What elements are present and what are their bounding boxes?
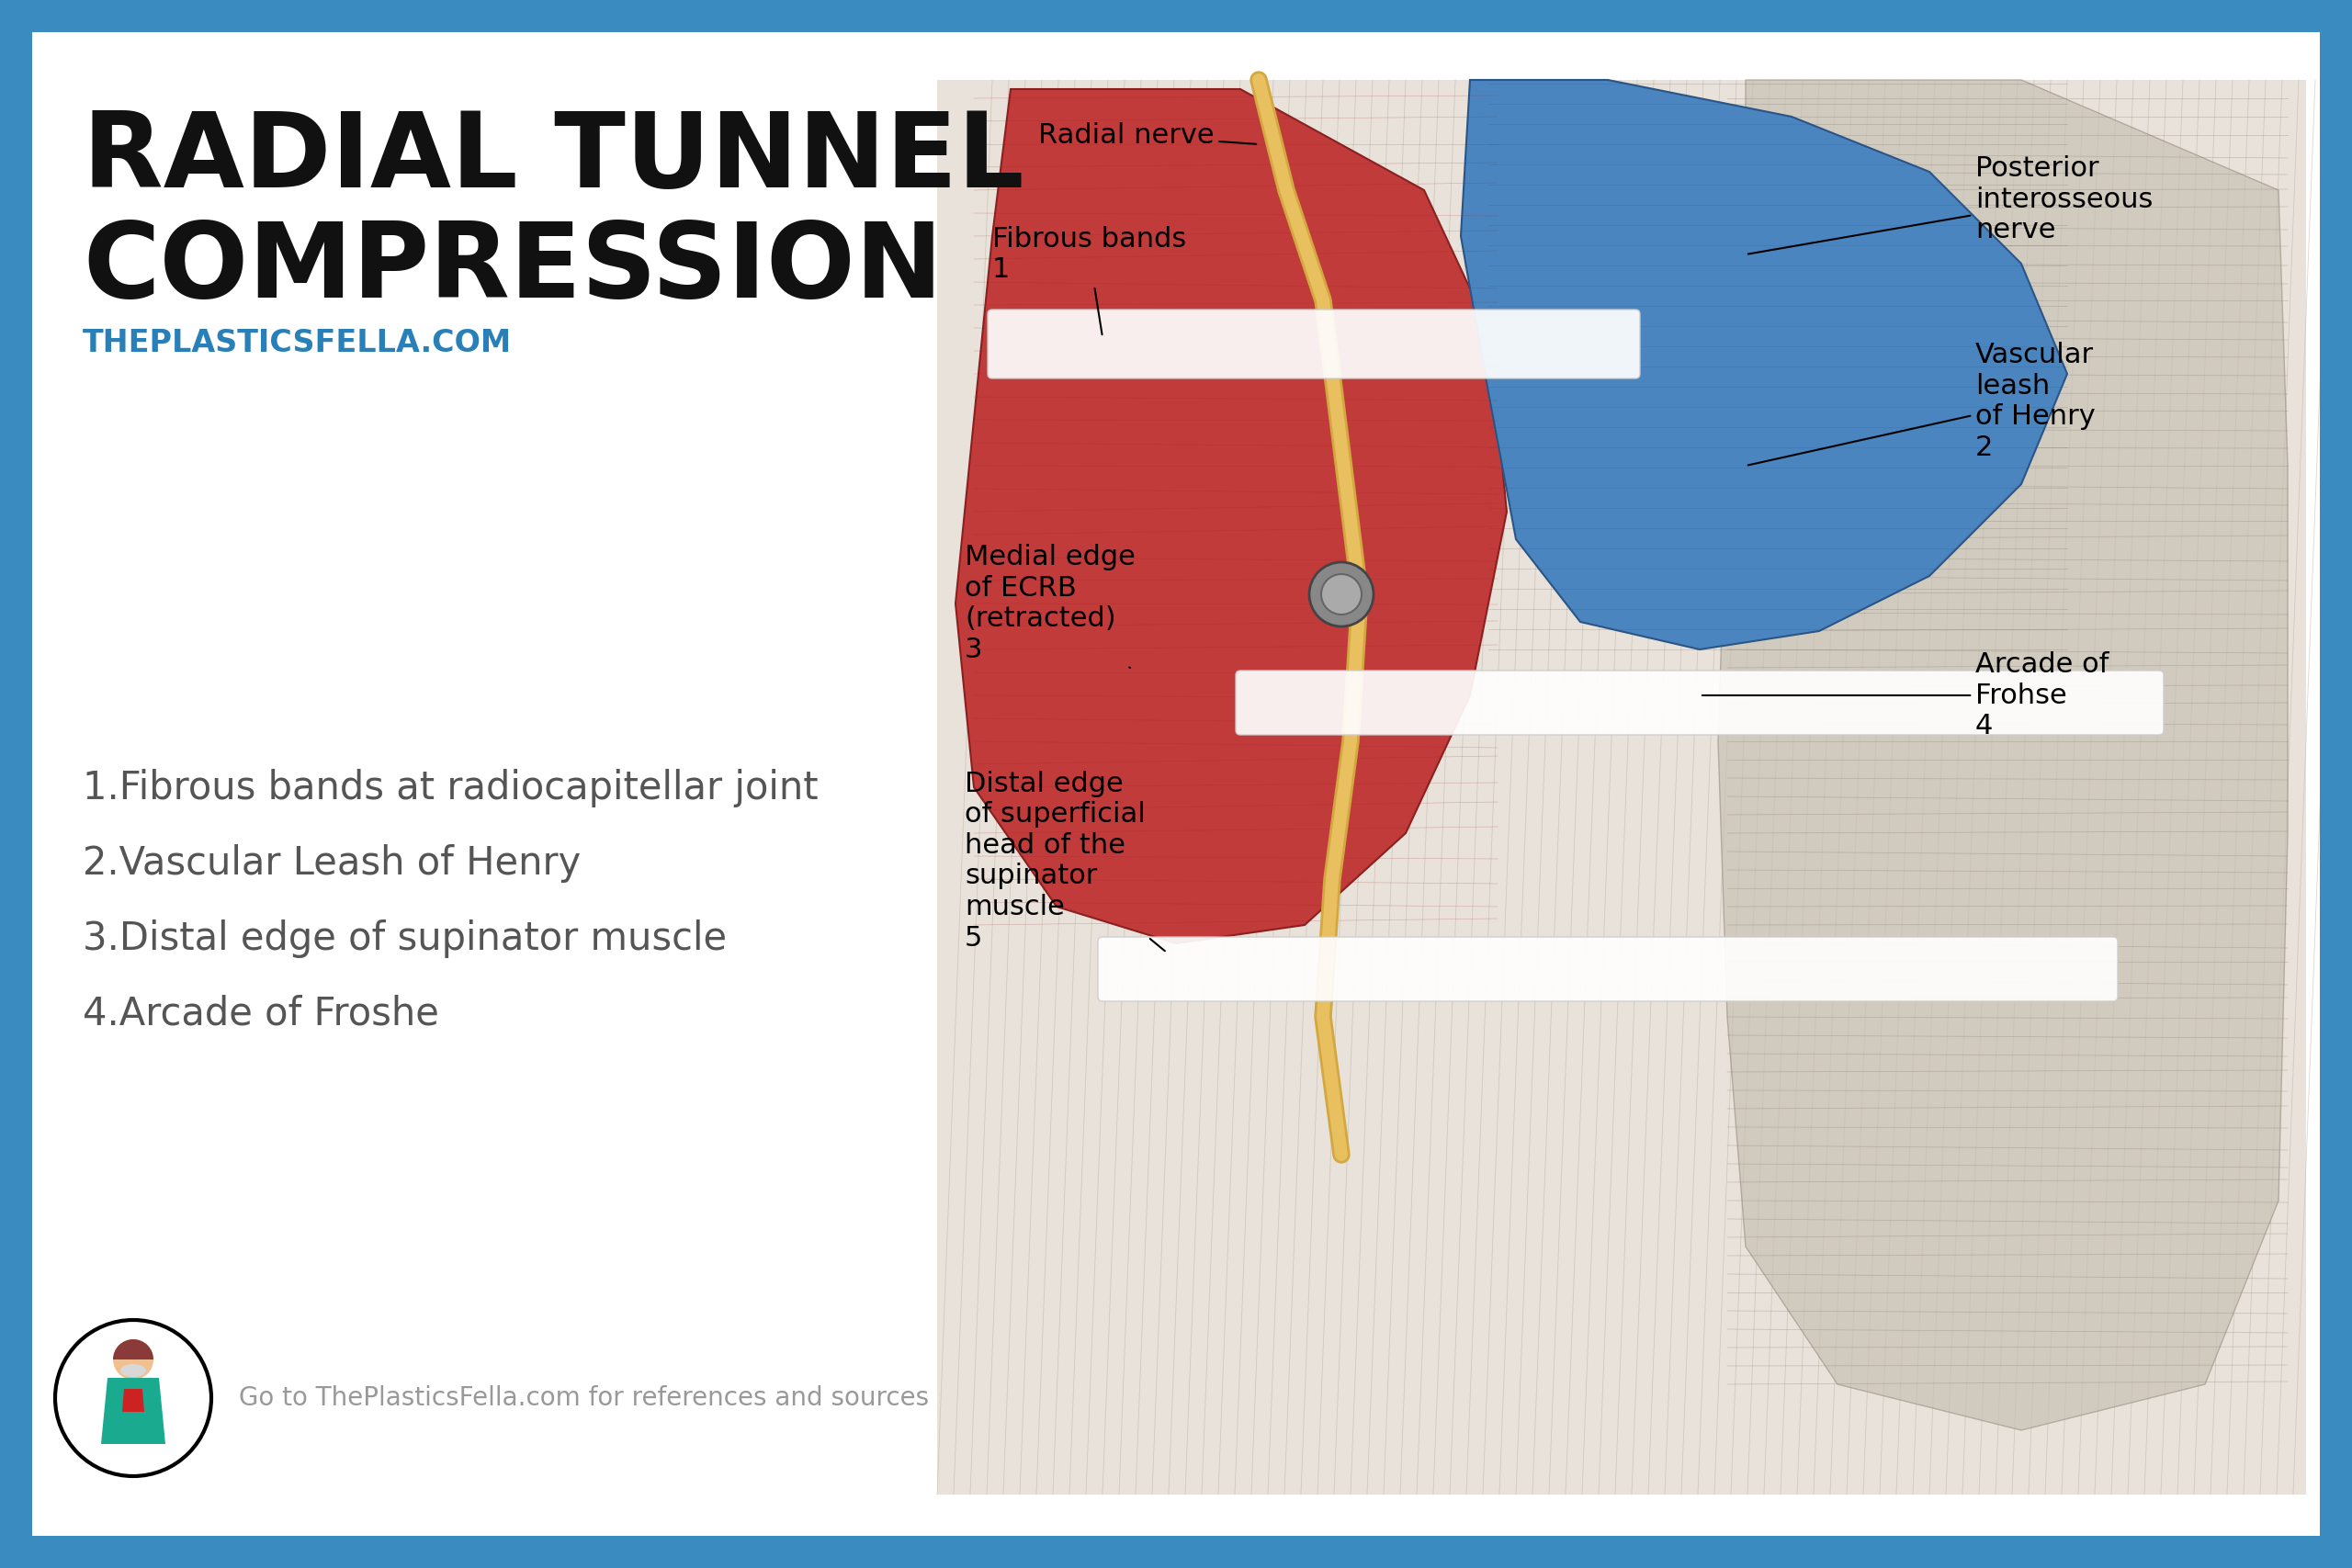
Bar [2319,0,2352,1568]
Bar [0,0,2352,33]
Polygon shape [122,1389,143,1411]
FancyBboxPatch shape [988,309,1639,378]
FancyBboxPatch shape [1098,938,2117,1002]
Text: Fibrous bands
1: Fibrous bands 1 [993,226,1185,334]
Polygon shape [1461,80,2067,649]
Text: 4.Arcade of Froshe: 4.Arcade of Froshe [82,994,440,1033]
Polygon shape [1717,80,2288,1430]
Ellipse shape [120,1364,146,1377]
Wedge shape [113,1339,153,1359]
Polygon shape [101,1378,165,1444]
Text: Distal edge
of superficial
head of the
supinator
muscle
5: Distal edge of superficial head of the s… [964,770,1164,952]
Text: Vascular
leash
of Henry
2: Vascular leash of Henry 2 [1748,342,2096,466]
Text: 1.Fibrous bands at radiocapitellar joint: 1.Fibrous bands at radiocapitellar joint [82,768,818,808]
Text: Go to ThePlasticsFella.com for references and sources: Go to ThePlasticsFella.com for reference… [240,1385,929,1411]
Text: Medial edge
of ECRB
(retracted)
3: Medial edge of ECRB (retracted) 3 [964,544,1136,668]
Bar [936,80,2305,1494]
Text: Arcade of
Frohse
4: Arcade of Frohse 4 [1703,651,2110,740]
Bar [0,0,33,1568]
Text: 2.Vascular Leash of Henry: 2.Vascular Leash of Henry [82,844,581,883]
Text: RADIAL TUNNEL: RADIAL TUNNEL [82,108,1023,210]
Bar [0,1535,2352,1568]
Text: 3.Distal edge of supinator muscle: 3.Distal edge of supinator muscle [82,919,727,958]
Text: Posterior
interosseous
nerve: Posterior interosseous nerve [1748,155,2152,254]
Circle shape [1310,563,1374,627]
Polygon shape [955,89,1508,944]
FancyBboxPatch shape [1235,671,2164,735]
Text: COMPRESSION: COMPRESSION [82,218,943,320]
Circle shape [113,1339,153,1380]
Text: THEPLASTICSFELLA.COM: THEPLASTICSFELLA.COM [82,328,513,358]
Circle shape [1322,574,1362,615]
Text: Radial nerve: Radial nerve [1037,122,1256,149]
